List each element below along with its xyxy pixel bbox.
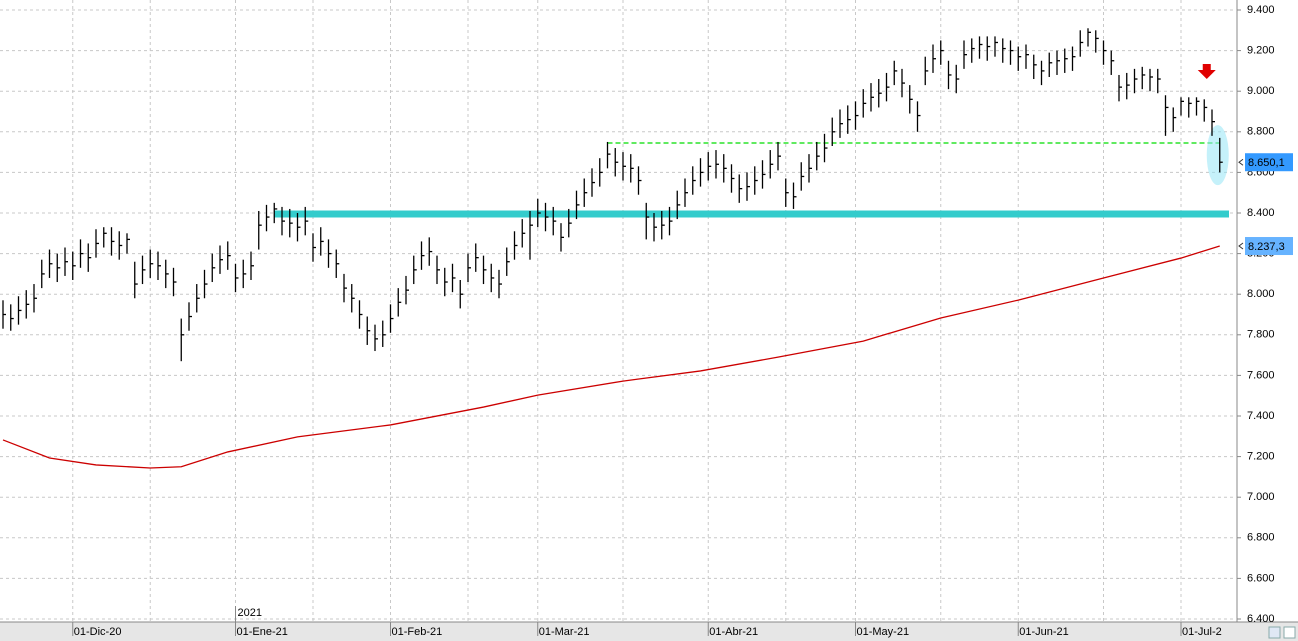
price-tag-pointer	[1238, 158, 1244, 166]
x-tick-label: 01-Abr-21	[709, 626, 758, 638]
x-tick-label: 01-Ene-21	[237, 626, 288, 638]
icon[interactable]	[1268, 626, 1281, 639]
y-tick-label: 8.000	[1247, 288, 1275, 300]
y-tick-label: 6.400	[1247, 613, 1275, 625]
y-tick-label: 8.400	[1247, 207, 1275, 219]
x-tick-label: 01-Dic-20	[74, 626, 122, 638]
x-tick-label: 01-May-21	[857, 626, 910, 638]
x-tick-label: 01-Mar-21	[539, 626, 590, 638]
y-tick-label: 6.800	[1247, 532, 1275, 544]
corner-icons[interactable]	[1268, 626, 1296, 639]
signal-arrow	[1197, 64, 1216, 79]
y-tick-label: 6.600	[1247, 572, 1275, 584]
year-label: 2021	[238, 607, 262, 619]
y-tick-label: 7.000	[1247, 491, 1275, 503]
price-tag-label: 8.237,3	[1248, 241, 1285, 253]
y-tick-label: 8.800	[1247, 126, 1275, 138]
price-tag-pointer	[1238, 242, 1244, 250]
x-tick-label: 01-Feb-21	[392, 626, 443, 638]
y-tick-label: 7.200	[1247, 451, 1275, 463]
price-tag	[1245, 153, 1293, 172]
moving-average	[2, 245, 1220, 469]
y-tick-label: 9.200	[1247, 45, 1275, 57]
y-tick-label: 7.600	[1247, 369, 1275, 381]
y-tick-label: 7.400	[1247, 410, 1275, 422]
price-tag-label: 8.650,1	[1248, 157, 1285, 169]
y-tick-label: 9.400	[1247, 4, 1275, 16]
y-tick-label: 9.000	[1247, 85, 1275, 97]
price-tag	[1245, 237, 1293, 256]
icon[interactable]	[1283, 626, 1296, 639]
highlight	[1206, 125, 1229, 186]
grid	[0, 0, 1237, 622]
x-axis-band	[0, 622, 1298, 641]
y-tick-label: 7.800	[1247, 329, 1275, 341]
x-tick-label: 01-Jul-2	[1182, 626, 1222, 638]
x-tick-label: 01-Jun-21	[1019, 626, 1069, 638]
